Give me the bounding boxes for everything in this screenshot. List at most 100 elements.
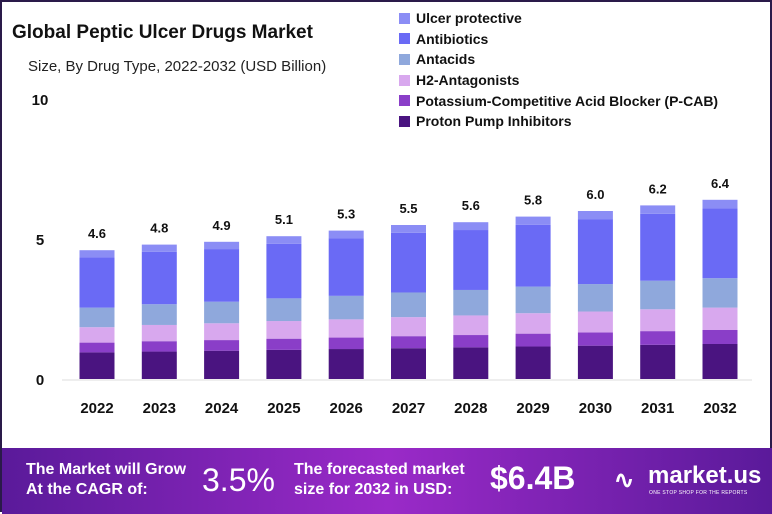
- bar-segment: [391, 336, 426, 349]
- bar-segment: [515, 346, 551, 379]
- legend-label: Antacids: [416, 51, 476, 68]
- bar-segment: [453, 315, 489, 336]
- bar-segment: [141, 304, 177, 325]
- x-tick-label: 2031: [641, 400, 674, 417]
- legend-swatch: [399, 12, 410, 24]
- chart-subtitle: Size, By Drug Type, 2022-2032 (USD Billi…: [28, 58, 327, 75]
- bar-segment: [702, 330, 738, 344]
- bar-segment: [266, 243, 302, 299]
- forecast-label-line1: The forecasted market: [294, 461, 465, 478]
- total-label: 6.4: [711, 176, 730, 191]
- bar-segment: [266, 298, 302, 322]
- bar-segment: [141, 351, 177, 379]
- cagr-label-line2: At the CAGR of:: [26, 481, 148, 498]
- legend-label: Potassium-Competitive Acid Blocker (P-CA…: [416, 92, 719, 109]
- total-label: 4.8: [150, 221, 168, 236]
- bar-segment: [577, 211, 613, 220]
- bar-segment: [640, 309, 676, 332]
- bar-segment: [79, 257, 115, 308]
- y-tick-label: 10: [32, 92, 49, 109]
- bar-segment: [266, 236, 302, 244]
- bar-segment: [328, 337, 364, 350]
- bar-segment: [328, 238, 364, 296]
- bar-segment: [453, 222, 489, 231]
- x-tick-label: 2023: [143, 400, 176, 417]
- bar-segment: [640, 213, 676, 281]
- bar-segment: [515, 313, 551, 334]
- y-tick-label: 0: [36, 372, 44, 389]
- bar-segment: [266, 349, 302, 379]
- bar-segment: [577, 345, 613, 379]
- brand-logo-icon: ∿: [614, 467, 635, 494]
- legend-swatch: [399, 74, 410, 86]
- bar-segment: [577, 219, 613, 285]
- bar-segment: [515, 224, 551, 287]
- bar-segment: [328, 230, 364, 239]
- y-tick-label: 5: [36, 232, 44, 249]
- bar-segment: [702, 208, 738, 279]
- x-tick-label: 2030: [579, 400, 612, 417]
- bar-segment: [702, 344, 738, 379]
- total-label: 6.0: [586, 187, 604, 202]
- legend-item: Proton Pump Inhibitors: [399, 111, 718, 132]
- legend-item: Ulcer protective: [399, 8, 718, 29]
- bar-segment: [141, 244, 177, 252]
- bar-segment: [702, 199, 738, 209]
- legend-swatch: [399, 95, 410, 107]
- brand-tagline: ONE STOP SHOP FOR THE REPORTS: [649, 490, 748, 496]
- legend-item: Potassium-Competitive Acid Blocker (P-CA…: [399, 90, 718, 111]
- bar-segment: [515, 333, 551, 347]
- legend-label: H2-Antagonists: [416, 72, 520, 89]
- x-tick-label: 2028: [454, 400, 487, 417]
- bar-segment: [141, 324, 177, 342]
- legend-swatch: [399, 115, 410, 127]
- bar-segment: [79, 307, 115, 328]
- total-label: 5.6: [462, 198, 480, 213]
- x-tick-label: 2024: [205, 400, 239, 417]
- legend-item: H2-Antagonists: [399, 70, 718, 91]
- bar-segment: [391, 232, 426, 293]
- bar-segment: [328, 319, 364, 338]
- bar-segment: [515, 286, 551, 314]
- total-label: 4.6: [88, 226, 106, 241]
- bar-segment: [204, 249, 240, 302]
- bar-segment: [702, 307, 738, 330]
- chart-title: Global Peptic Ulcer Drugs Market: [12, 22, 313, 43]
- bar-segment: [79, 342, 115, 353]
- x-tick-label: 2022: [80, 400, 113, 417]
- bar-segment: [328, 295, 364, 320]
- bar-segment: [640, 205, 676, 214]
- bar-segment: [79, 250, 115, 258]
- total-label: 6.2: [649, 181, 667, 196]
- bar-segment: [577, 332, 613, 346]
- bar-segment: [640, 280, 676, 310]
- bar-segment: [453, 347, 489, 379]
- forecast-label-line2: size for 2032 in USD:: [294, 481, 453, 498]
- bar-segment: [266, 338, 302, 350]
- bar-segment: [391, 317, 426, 337]
- bar-segment: [640, 331, 676, 345]
- legend-item: Antibiotics: [399, 29, 718, 50]
- footer-banner: The Market will Grow At the CAGR of: 3.5…: [2, 448, 772, 514]
- x-tick-label: 2026: [330, 400, 363, 417]
- x-tick-label: 2025: [267, 400, 300, 417]
- bar-segment: [79, 327, 115, 343]
- legend: Ulcer protective Antibiotics Antacids H2-An…: [399, 8, 718, 132]
- total-label: 5.3: [337, 207, 355, 222]
- forecast-value: $6.4B: [490, 460, 576, 496]
- bar-segment: [515, 216, 551, 225]
- legend-label: Antibiotics: [416, 30, 489, 47]
- legend-label: Ulcer protective: [416, 10, 522, 27]
- brand-name: market.us: [648, 462, 762, 489]
- bar-segment: [702, 278, 738, 308]
- bar-segment: [453, 289, 489, 316]
- bar-segment: [640, 344, 676, 379]
- x-tick-label: 2029: [516, 400, 549, 417]
- bar-segment: [391, 292, 426, 318]
- bar-segment: [79, 352, 115, 379]
- x-tick-label: 2032: [703, 400, 736, 417]
- bar-segment: [204, 323, 240, 341]
- bar-segment: [141, 251, 177, 305]
- legend-swatch: [399, 33, 410, 45]
- bar-segment: [204, 340, 240, 351]
